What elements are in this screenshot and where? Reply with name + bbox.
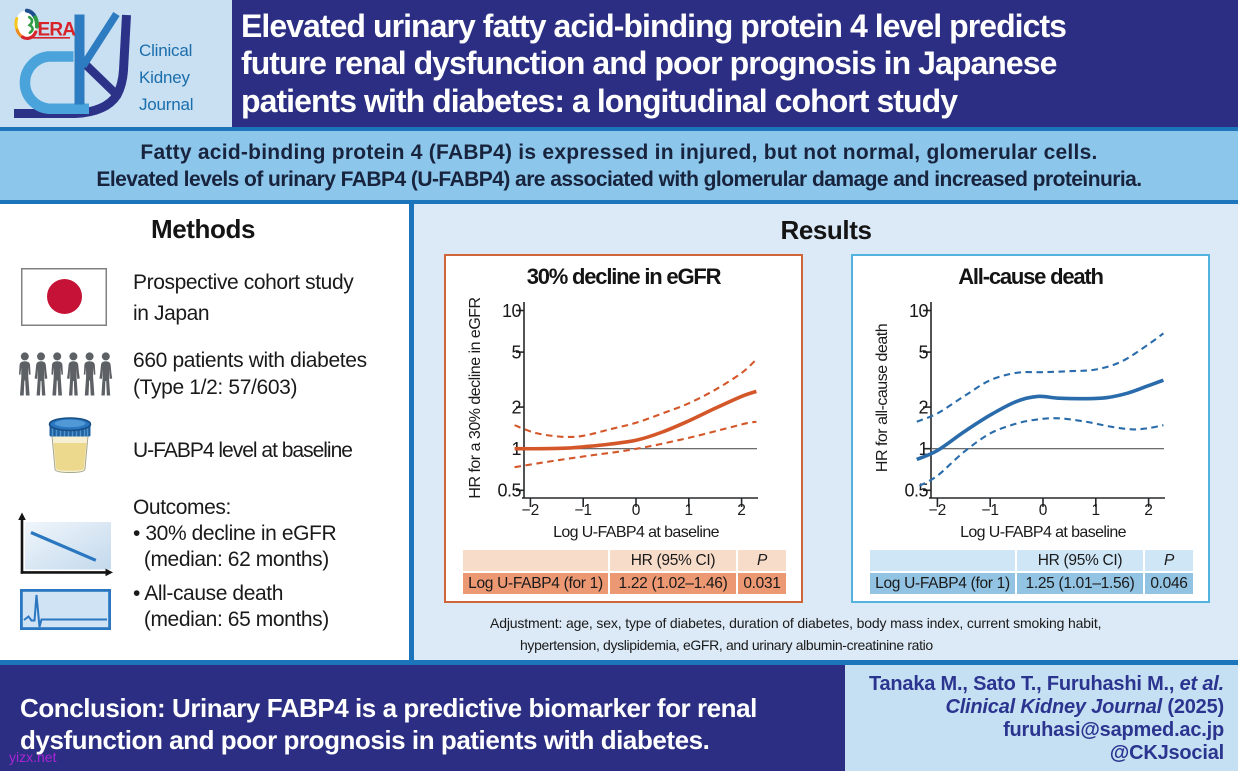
svg-text:5: 5 xyxy=(918,342,928,362)
svg-text:−1: −1 xyxy=(981,502,999,519)
svg-text:0: 0 xyxy=(632,502,641,519)
svg-text:Log U-FABP4 at baseline: Log U-FABP4 at baseline xyxy=(553,524,720,541)
svg-text:Kidney: Kidney xyxy=(139,68,190,87)
svg-text:Clinical: Clinical xyxy=(139,41,192,60)
svg-text:−2: −2 xyxy=(929,502,947,519)
svg-text:2: 2 xyxy=(511,397,521,417)
svg-text:ERA: ERA xyxy=(38,20,77,41)
svg-text:2: 2 xyxy=(737,502,746,519)
svg-text:0.5: 0.5 xyxy=(904,481,928,501)
svg-text:Log U-FABP4 at baseline: Log U-FABP4 at baseline xyxy=(960,524,1127,541)
svg-text:HR for all-cause death: HR for all-cause death xyxy=(874,324,891,472)
svg-text:Journal: Journal xyxy=(139,95,193,114)
svg-text:−1: −1 xyxy=(574,502,592,519)
svg-text:−2: −2 xyxy=(522,502,540,519)
svg-text:0.5: 0.5 xyxy=(497,481,521,501)
svg-text:HR for a 30% decline in eGFR: HR for a 30% decline in eGFR xyxy=(467,297,484,498)
svg-text:1: 1 xyxy=(1091,502,1100,519)
svg-text:1: 1 xyxy=(918,439,928,459)
svg-text:0: 0 xyxy=(1039,502,1048,519)
svg-text:1: 1 xyxy=(684,502,693,519)
svg-text:10: 10 xyxy=(909,301,929,321)
svg-text:5: 5 xyxy=(511,342,521,362)
svg-text:2: 2 xyxy=(1144,502,1153,519)
svg-text:2: 2 xyxy=(918,397,928,417)
svg-text:10: 10 xyxy=(502,301,522,321)
